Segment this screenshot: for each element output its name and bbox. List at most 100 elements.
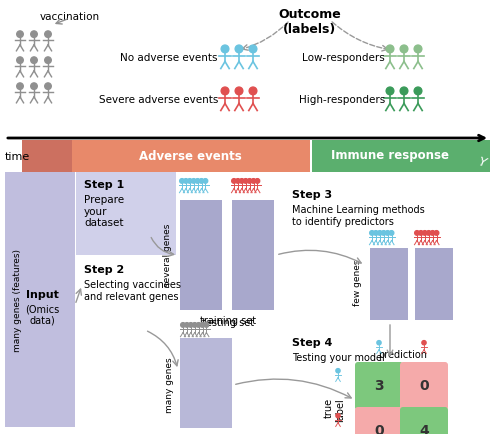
Circle shape bbox=[386, 45, 394, 53]
Circle shape bbox=[251, 179, 256, 183]
Circle shape bbox=[199, 179, 204, 183]
Circle shape bbox=[422, 341, 426, 345]
Circle shape bbox=[235, 87, 243, 95]
Text: Selecting vaccinees
and relevant genes: Selecting vaccinees and relevant genes bbox=[84, 280, 181, 302]
Circle shape bbox=[30, 31, 38, 37]
Text: Immune response: Immune response bbox=[331, 149, 449, 162]
Circle shape bbox=[374, 230, 378, 235]
Circle shape bbox=[184, 322, 189, 327]
Circle shape bbox=[249, 87, 257, 95]
Circle shape bbox=[336, 414, 340, 418]
Circle shape bbox=[386, 87, 394, 95]
Circle shape bbox=[434, 230, 439, 235]
Circle shape bbox=[249, 45, 257, 53]
Bar bbox=[76, 172, 176, 255]
Text: Step 3: Step 3 bbox=[292, 190, 332, 200]
Text: Adverse events: Adverse events bbox=[138, 149, 242, 162]
Text: many genes (features): many genes (features) bbox=[14, 249, 22, 352]
Circle shape bbox=[386, 230, 390, 235]
Circle shape bbox=[235, 45, 243, 53]
Text: (Omics
data): (Omics data) bbox=[25, 304, 59, 326]
Circle shape bbox=[44, 57, 52, 63]
Text: Step 1: Step 1 bbox=[84, 180, 124, 190]
Text: Input: Input bbox=[26, 290, 58, 300]
Text: Step 4: Step 4 bbox=[292, 338, 333, 348]
Circle shape bbox=[196, 179, 200, 183]
Text: No adverse events: No adverse events bbox=[120, 53, 218, 63]
Text: Machine Learning methods
to identify predictors: Machine Learning methods to identify pre… bbox=[292, 205, 425, 227]
Circle shape bbox=[200, 322, 205, 327]
Text: 3: 3 bbox=[374, 379, 384, 393]
FancyBboxPatch shape bbox=[355, 362, 403, 410]
Text: testing set: testing set bbox=[202, 318, 254, 328]
Bar bbox=[22, 140, 72, 172]
Circle shape bbox=[184, 179, 188, 183]
Circle shape bbox=[44, 31, 52, 37]
Circle shape bbox=[16, 57, 24, 63]
Bar bbox=[180, 338, 232, 428]
Circle shape bbox=[240, 179, 244, 183]
Circle shape bbox=[203, 179, 207, 183]
Circle shape bbox=[44, 83, 52, 89]
Circle shape bbox=[426, 230, 431, 235]
Circle shape bbox=[188, 179, 192, 183]
Circle shape bbox=[382, 230, 386, 235]
Circle shape bbox=[389, 230, 394, 235]
Text: 4: 4 bbox=[419, 424, 429, 434]
Circle shape bbox=[236, 179, 240, 183]
Bar bbox=[370, 248, 408, 320]
Circle shape bbox=[192, 322, 197, 327]
Circle shape bbox=[232, 179, 236, 183]
Circle shape bbox=[244, 179, 248, 183]
Bar bbox=[180, 200, 222, 310]
Text: training set: training set bbox=[200, 316, 256, 326]
Circle shape bbox=[180, 179, 184, 183]
Circle shape bbox=[377, 341, 381, 345]
Circle shape bbox=[30, 57, 38, 63]
Text: Prepare
your
dataset: Prepare your dataset bbox=[84, 195, 124, 228]
Circle shape bbox=[422, 230, 427, 235]
Circle shape bbox=[30, 83, 38, 89]
Text: Step 2: Step 2 bbox=[84, 265, 124, 275]
Circle shape bbox=[414, 45, 422, 53]
Text: Severe adverse events: Severe adverse events bbox=[98, 95, 218, 105]
Text: Testing your model: Testing your model bbox=[292, 353, 385, 363]
Text: vaccination: vaccination bbox=[40, 12, 100, 22]
Text: many genes: many genes bbox=[166, 357, 174, 413]
Text: time: time bbox=[5, 152, 30, 162]
Text: Outcome
(labels): Outcome (labels) bbox=[278, 8, 342, 36]
Circle shape bbox=[378, 230, 382, 235]
Text: prediction: prediction bbox=[378, 350, 428, 360]
Text: several genes: several genes bbox=[164, 224, 172, 287]
Circle shape bbox=[180, 322, 186, 327]
Circle shape bbox=[370, 230, 374, 235]
Text: Low-responders: Low-responders bbox=[302, 53, 385, 63]
Bar bbox=[72, 140, 310, 172]
Circle shape bbox=[414, 230, 420, 235]
Circle shape bbox=[400, 45, 408, 53]
FancyBboxPatch shape bbox=[355, 407, 403, 434]
Text: 0: 0 bbox=[419, 379, 429, 393]
Text: 0: 0 bbox=[374, 424, 384, 434]
Bar bbox=[5, 172, 75, 427]
Circle shape bbox=[400, 87, 408, 95]
Text: High-responders: High-responders bbox=[299, 95, 385, 105]
Circle shape bbox=[221, 45, 229, 53]
Circle shape bbox=[16, 31, 24, 37]
Circle shape bbox=[221, 87, 229, 95]
Circle shape bbox=[248, 179, 252, 183]
Text: true
label: true label bbox=[324, 398, 345, 422]
Circle shape bbox=[430, 230, 435, 235]
Circle shape bbox=[188, 322, 193, 327]
Circle shape bbox=[192, 179, 196, 183]
Circle shape bbox=[196, 322, 201, 327]
Circle shape bbox=[336, 368, 340, 373]
Circle shape bbox=[204, 322, 208, 327]
Circle shape bbox=[16, 83, 24, 89]
Circle shape bbox=[418, 230, 423, 235]
Bar bbox=[232, 200, 274, 310]
Text: few genes: few genes bbox=[354, 260, 362, 306]
FancyBboxPatch shape bbox=[400, 407, 448, 434]
FancyBboxPatch shape bbox=[400, 362, 448, 410]
Circle shape bbox=[255, 179, 260, 183]
